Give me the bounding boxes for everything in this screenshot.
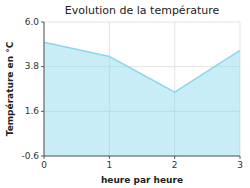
- y-tick-label: -0.6: [21, 151, 39, 161]
- x-tick: [109, 156, 110, 159]
- x-tick-label: 3: [237, 160, 243, 170]
- y-axis-label: Température en °C: [5, 41, 15, 136]
- y-tick-label: 6.0: [25, 17, 40, 27]
- y-tick: [41, 111, 44, 112]
- line: [44, 42, 240, 92]
- x-tick: [174, 156, 175, 159]
- x-axis-line: [44, 156, 240, 157]
- x-tick: [44, 156, 45, 159]
- series: [44, 42, 240, 156]
- y-tick: [41, 22, 44, 23]
- chart-container: -0.6 1.6 3.8 6.0 0 1 2 3 Evolution de la tempéra…: [0, 0, 250, 188]
- x-tick: [240, 156, 241, 159]
- y-tick-label: 3.8: [25, 61, 40, 71]
- grid: [44, 22, 240, 156]
- chart: -0.6 1.6 3.8 6.0 0 1 2 3 Evolution de la tempéra…: [0, 0, 250, 188]
- x-tick-label: 0: [41, 160, 47, 170]
- grid-line-y: [44, 156, 240, 157]
- x-axis-label: heure par heure: [101, 175, 183, 185]
- area: [44, 42, 240, 156]
- axes: -0.6 1.6 3.8 6.0 0 1 2 3: [21, 17, 242, 171]
- y-tick-label: 1.6: [25, 106, 40, 116]
- title: Evolution de la température: [65, 4, 220, 17]
- y-axis-line: [44, 22, 45, 156]
- y-tick: [41, 66, 44, 67]
- x-tick-label: 2: [172, 160, 178, 170]
- x-tick-label: 1: [106, 160, 112, 170]
- grid-line-x: [44, 22, 45, 156]
- grid-line-y: [44, 22, 240, 23]
